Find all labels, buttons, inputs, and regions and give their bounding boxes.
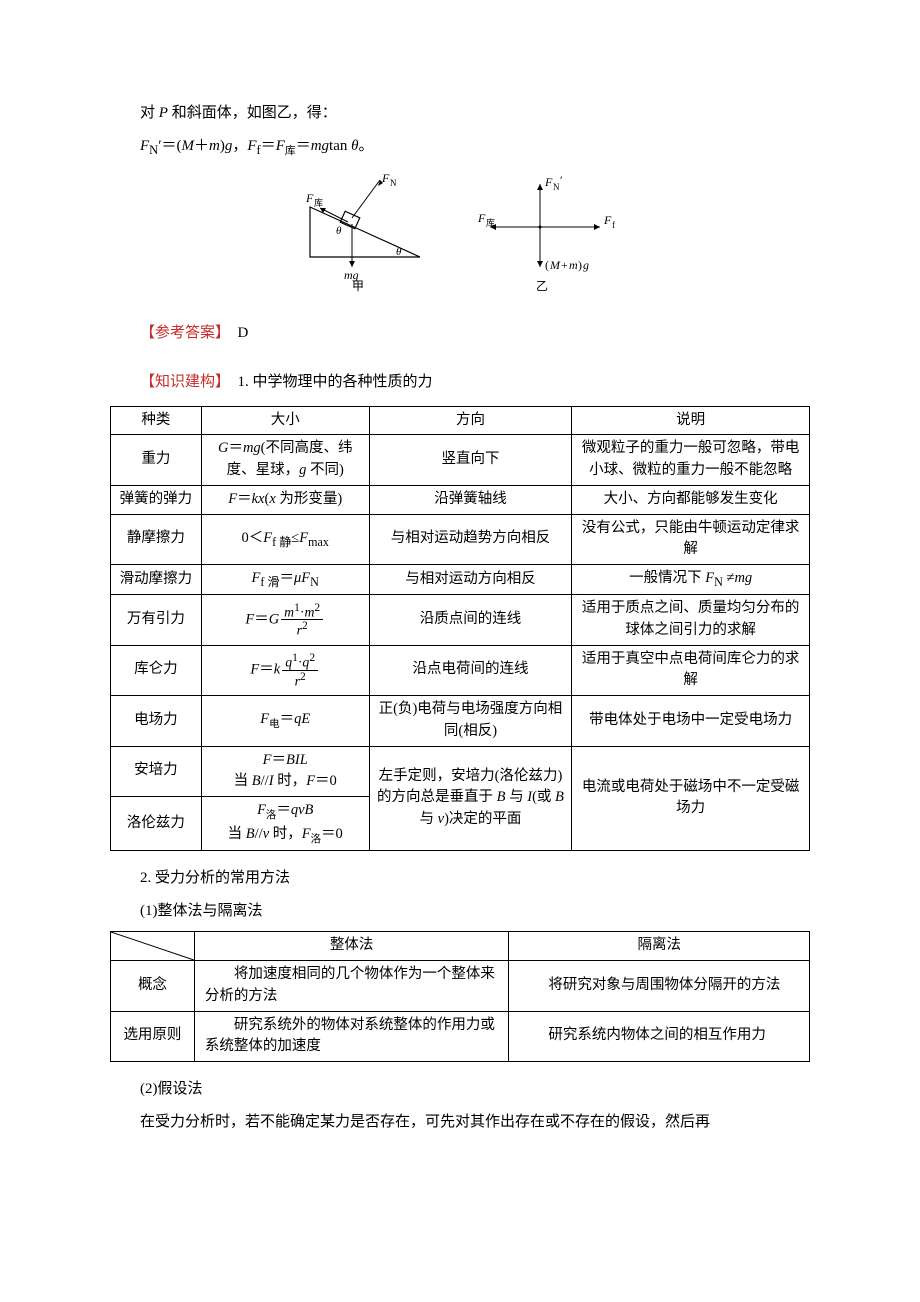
cell-note: 微观粒子的重力一般可忽略，带电小球、微粒的重力一般不能忽略 (572, 435, 810, 486)
svg-text:库: 库 (486, 217, 495, 228)
knowledge-title: 1. 中学物理中的各种性质的力 (238, 374, 433, 390)
col-size: 大小 (201, 406, 369, 435)
cell-direction: 与相对运动趋势方向相反 (369, 514, 572, 565)
physics-diagram: FN F库 mg θ θ 甲 FN′ (110, 172, 810, 302)
col-direction: 方向 (369, 406, 572, 435)
table-row: 弹簧的弹力 F＝kx(x 为形变量) 沿弹簧轴线 大小、方向都能够发生变化 (111, 485, 810, 514)
hypothesis-title: (2)假设法 (110, 1076, 810, 1103)
svg-text:θ: θ (336, 225, 342, 237)
cell-note: 没有公式，只能由牛顿运动定律求解 (572, 514, 810, 565)
cell-kind: 万有引力 (111, 595, 202, 646)
table-row: 安培力 F＝BIL当 B//I 时，F＝0 左手定则，安培力(洛伦兹力)的方向总… (111, 746, 810, 797)
svg-text:N: N (390, 178, 397, 188)
svg-text:M: M (549, 258, 561, 272)
svg-text:库: 库 (314, 197, 323, 208)
cell-size: 0＜Ff 静≤Fmax (201, 514, 369, 565)
col-whole: 整体法 (194, 932, 509, 961)
cell-whole: 将加速度相同的几个物体作为一个整体来分析的方法 (194, 961, 509, 1012)
cell-direction: 沿弹簧轴线 (369, 485, 572, 514)
svg-text:′: ′ (560, 173, 563, 187)
cell-kind: 洛伦兹力 (111, 797, 202, 851)
col-note: 说明 (572, 406, 810, 435)
cell-kind: 库仑力 (111, 645, 202, 696)
text: 和斜面体，如图乙，得： (168, 105, 337, 121)
table-row: 整体法 隔离法 (111, 932, 810, 961)
table-row: 种类 大小 方向 说明 (111, 406, 810, 435)
svg-text:+: + (561, 258, 568, 272)
answer-label: 【参考答案】 (140, 325, 230, 341)
cell-note: 带电体处于电场中一定受电场力 (572, 696, 810, 747)
table-row: 选用原则 研究系统外的物体对系统整体的作用力或系统整体的加速度 研究系统内物体之… (111, 1011, 810, 1062)
svg-text:F: F (381, 172, 390, 185)
cell-direction: 与相对运动方向相反 (369, 565, 572, 595)
answer-value: D (238, 325, 249, 341)
svg-text:乙: 乙 (536, 279, 548, 292)
cell-note: 适用于真空中点电荷间库仑力的求解 (572, 645, 810, 696)
cell-size: F＝kq1·q2r2 (201, 645, 369, 696)
cell-direction: 竖直向下 (369, 435, 572, 486)
methods-title: 2. 受力分析的常用方法 (110, 865, 810, 892)
cell-isolate: 将研究对象与周围物体分隔开的方法 (509, 961, 810, 1012)
svg-text:F: F (603, 213, 612, 227)
svg-text:F: F (477, 211, 486, 225)
cell-kind: 安培力 (111, 746, 202, 797)
svg-text:(: ( (545, 258, 549, 272)
svg-text:N: N (553, 182, 560, 192)
diagonal-header (111, 932, 195, 961)
knowledge-label: 【知识建构】 (140, 374, 230, 390)
svg-text:F: F (544, 175, 553, 189)
cell-note: 适用于质点之间、质量均匀分布的球体之间引力的求解 (572, 595, 810, 646)
cell-direction: 沿点电荷间的连线 (369, 645, 572, 696)
cell-kind: 滑动摩擦力 (111, 565, 202, 595)
table-row: 概念 将加速度相同的几个物体作为一个整体来分析的方法 将研究对象与周围物体分隔开… (111, 961, 810, 1012)
knowledge-header: 【知识建构】 1. 中学物理中的各种性质的力 (110, 369, 810, 396)
cell-note: 一般情况下 FN ≠mg (572, 565, 810, 595)
forces-table: 种类 大小 方向 说明 重力 G＝mg(不同高度、纬度、星球，g 不同) 竖直向… (110, 406, 810, 852)
col-kind: 种类 (111, 406, 202, 435)
cell-size: G＝mg(不同高度、纬度、星球，g 不同) (201, 435, 369, 486)
svg-text:θ: θ (396, 246, 402, 258)
cell-note: 电流或电荷处于磁场中不一定受磁场力 (572, 746, 810, 851)
table-row: 重力 G＝mg(不同高度、纬度、星球，g 不同) 竖直向下 微观粒子的重力一般可… (111, 435, 810, 486)
cell-kind: 弹簧的弹力 (111, 485, 202, 514)
cell-direction: 左手定则，安培力(洛伦兹力)的方向总是垂直于 B 与 I(或 B 与 v)决定的… (369, 746, 572, 851)
svg-text:甲: 甲 (352, 279, 364, 292)
intro-line-2: FN′＝(M＋m)g，Ff＝F库＝mgtan θ。 (110, 133, 810, 162)
cell-kind: 重力 (111, 435, 202, 486)
table-row: 库仑力 F＝kq1·q2r2 沿点电荷间的连线 适用于真空中点电荷间库仑力的求解 (111, 645, 810, 696)
table-row: 电场力 F电＝qE 正(负)电荷与电场强度方向相同(相反) 带电体处于电场中一定… (111, 696, 810, 747)
methods-sub1: (1)整体法与隔离法 (110, 898, 810, 925)
cell-label: 选用原则 (111, 1011, 195, 1062)
svg-text:f: f (612, 220, 615, 230)
table-row: 万有引力 F＝Gm1·m2r2 沿质点间的连线 适用于质点之间、质量均匀分布的球… (111, 595, 810, 646)
cell-whole: 研究系统外的物体对系统整体的作用力或系统整体的加速度 (194, 1011, 509, 1062)
cell-size: F＝kx(x 为形变量) (201, 485, 369, 514)
intro-line-1: 对 P 和斜面体，如图乙，得： (110, 100, 810, 127)
cell-size: F＝BIL当 B//I 时，F＝0 (201, 746, 369, 797)
cell-size: Ff 滑＝μFN (201, 565, 369, 595)
cell-size: F电＝qE (201, 696, 369, 747)
col-isolate: 隔离法 (509, 932, 810, 961)
svg-text:F: F (305, 191, 314, 205)
answer-line: 【参考答案】 D (110, 320, 810, 347)
cell-size: F洛＝qvB当 B//v 时，F洛＝0 (201, 797, 369, 851)
cell-direction: 正(负)电荷与电场强度方向相同(相反) (369, 696, 572, 747)
cell-isolate: 研究系统内物体之间的相互作用力 (509, 1011, 810, 1062)
cell-direction: 沿质点间的连线 (369, 595, 572, 646)
svg-text:m: m (569, 258, 578, 272)
var-p: P (159, 105, 168, 121)
diagram-svg: FN F库 mg θ θ 甲 FN′ (270, 172, 650, 292)
svg-text:): ) (578, 258, 582, 272)
text: 对 (140, 105, 159, 121)
methods-table: 整体法 隔离法 概念 将加速度相同的几个物体作为一个整体来分析的方法 将研究对象… (110, 931, 810, 1062)
hypothesis-body: 在受力分析时，若不能确定某力是否存在，可先对其作出存在或不存在的假设，然后再 (110, 1109, 810, 1136)
cell-size: F＝Gm1·m2r2 (201, 595, 369, 646)
svg-text:g: g (583, 258, 589, 272)
cell-kind: 静摩擦力 (111, 514, 202, 565)
cell-label: 概念 (111, 961, 195, 1012)
table-row: 静摩擦力 0＜Ff 静≤Fmax 与相对运动趋势方向相反 没有公式，只能由牛顿运… (111, 514, 810, 565)
cell-note: 大小、方向都能够发生变化 (572, 485, 810, 514)
table-row: 滑动摩擦力 Ff 滑＝μFN 与相对运动方向相反 一般情况下 FN ≠mg (111, 565, 810, 595)
cell-kind: 电场力 (111, 696, 202, 747)
